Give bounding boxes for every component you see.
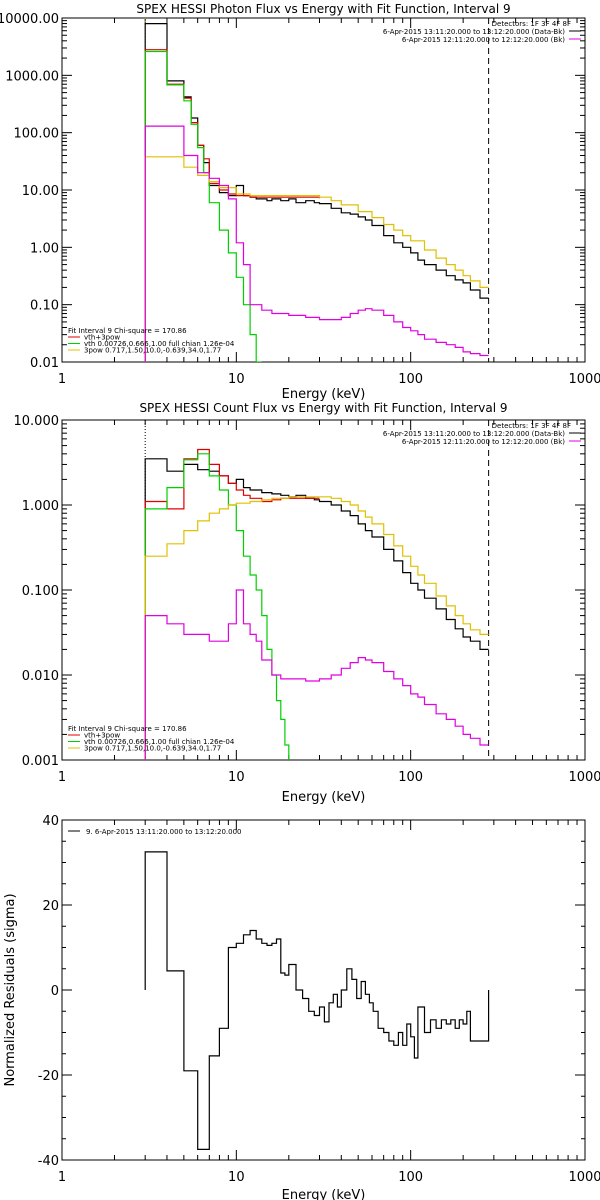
y-tick-label: 20 [42, 899, 59, 914]
legend-entry: 6-Apr-2015 12:11:20.000 to 12:12:20.000 … [402, 36, 565, 44]
x-axis-label: Energy (keV) [282, 790, 366, 805]
legend-entry: 6-Apr-2015 13:11:20.000 to 13:12:20.000 … [383, 430, 565, 438]
x-tick-label: 100 [398, 372, 423, 387]
legend-entry: vth 0.00726,0.666,1.00 full chian 1.26e-… [84, 340, 235, 348]
x-tick-label: 1000 [568, 372, 600, 387]
chart-panel-3: Energy (keV) Normalized Residuals (sigma)… [3, 814, 600, 1200]
legend-fit-header: Fit Interval 9 Chi-square = 170.86 [68, 327, 187, 335]
y-tick-label: 40 [42, 814, 59, 829]
legend-fit-header: Fit Interval 9 Chi-square = 170.86 [68, 725, 187, 733]
x-axis-label: Energy (keV) [282, 1188, 366, 1200]
x-tick-label: 10 [228, 372, 245, 387]
legend-entry: vth+3pow [84, 334, 120, 342]
chart-title: SPEX HESSI Count Flux vs Energy with Fit… [139, 401, 507, 415]
plot-frame [61, 17, 586, 363]
x-axis-label: Energy (keV) [282, 387, 366, 402]
y-tick-label: 0.001 [22, 754, 59, 769]
y-tick-label: 1.00 [30, 241, 59, 256]
data-series-5 [144, 589, 489, 760]
y-tick-label: -20 [38, 1069, 59, 1084]
x-tick-label: 1 [58, 1170, 66, 1185]
series-group [144, 23, 489, 362]
legend-entry: 6-Apr-2015 13:11:20.000 to 13:12:20.000 … [383, 28, 565, 36]
plot-frame [61, 419, 586, 761]
legend-top-right: Detectors: 1F 3F 4F 8F6-Apr-2015 13:11:2… [383, 422, 581, 446]
legend-detectors: Detectors: 1F 3F 4F 8F [492, 20, 571, 28]
data-series-3 [144, 50, 262, 362]
legend-bottom-left: Fit Interval 9 Chi-square = 170.86vth+3p… [68, 725, 235, 753]
y-tick-label: 0.100 [22, 584, 59, 599]
y-axis-label: Normalized Residuals (sigma) [3, 893, 18, 1086]
y-tick-label: 10.000 [14, 414, 60, 429]
series-group [144, 851, 490, 1150]
data-series-1 [144, 458, 489, 760]
y-tick-label: 10.00 [22, 184, 59, 199]
x-tick-label: 1000 [568, 770, 600, 785]
x-tick-label: 1000 [568, 1170, 600, 1185]
data-series-4 [144, 496, 489, 760]
x-tick-label: 10 [228, 770, 245, 785]
legend-entry: 3pow 0.717,1.50,10.0,-0.639,34.0,1.77 [84, 347, 221, 355]
legend-bottom-left: Fit Interval 9 Chi-square = 170.86vth+3p… [68, 327, 235, 355]
y-tick-label: 1.000 [22, 499, 59, 514]
y-tick-label: 1000.00 [5, 69, 59, 84]
legend-entry: 3pow 0.717,1.50,10.0,-0.639,34.0,1.77 [84, 745, 221, 753]
data-series-4 [144, 156, 489, 362]
y-tick-label: 0.10 [30, 299, 59, 314]
data-series-2 [144, 49, 321, 362]
y-tick-label: 100.00 [14, 127, 60, 142]
chart-title: SPEX HESSI Photon Flux vs Energy with Fi… [136, 2, 510, 16]
plot-frame [61, 819, 586, 1161]
data-series-2 [144, 448, 320, 760]
legend-entry: 9. 6-Apr-2015 13:11:20.000 to 13:12:20.0… [86, 828, 241, 836]
legend-entry: 6-Apr-2015 12:11:20.000 to 12:12:20.000 … [402, 438, 565, 446]
y-tick-label: 0 [51, 984, 59, 999]
y-tick-label: 10000.00 [0, 12, 59, 27]
series-group [144, 448, 489, 760]
y-tick-label: -40 [38, 1154, 59, 1169]
data-series-1 [144, 851, 490, 1150]
legend-detectors: Detectors: 1F 3F 4F 8F [492, 422, 571, 430]
legend-entry: vth+3pow [84, 732, 120, 740]
y-tick-label: 0.010 [22, 669, 59, 684]
x-tick-label: 1 [58, 372, 66, 387]
chart-panel-1: SPEX HESSI Photon Flux vs Energy with Fi… [0, 2, 600, 402]
chart-panel-2: SPEX HESSI Count Flux vs Energy with Fit… [14, 401, 600, 805]
legend-top-left: 9. 6-Apr-2015 13:11:20.000 to 13:12:20.0… [68, 828, 241, 836]
data-series-5 [144, 125, 489, 362]
legend-entry: vth 0.00726,0.666,1.00 full chian 1.26e-… [84, 738, 235, 746]
x-tick-label: 100 [398, 770, 423, 785]
data-series-3 [144, 453, 290, 760]
y-tick-label: 0.01 [30, 356, 59, 371]
x-tick-label: 100 [398, 1170, 423, 1185]
x-tick-label: 1 [58, 770, 66, 785]
x-tick-label: 10 [228, 1170, 245, 1185]
legend-top-right: Detectors: 1F 3F 4F 8F6-Apr-2015 13:11:2… [383, 20, 581, 44]
data-series-1 [144, 23, 489, 362]
